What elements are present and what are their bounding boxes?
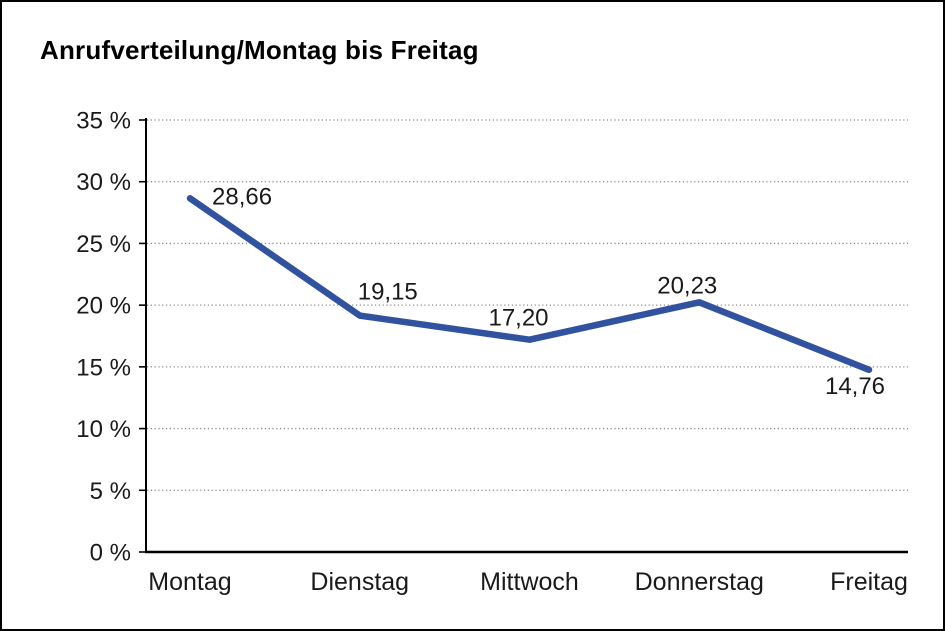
y-tick-label: 10 % xyxy=(76,416,131,443)
x-category-label: Mittwoch xyxy=(480,568,579,596)
data-point-labels: 28,66 19,15 17,20 20,23 14,76 xyxy=(212,183,885,400)
y-tick-label: 25 % xyxy=(76,231,131,258)
y-tick-label: 30 % xyxy=(76,169,131,196)
data-point-label: 17,20 xyxy=(488,305,548,332)
gridlines xyxy=(147,119,908,491)
y-tick-label: 20 % xyxy=(76,293,131,320)
y-tick-label: 5 % xyxy=(90,478,131,505)
x-category-label: Freitag xyxy=(830,568,908,596)
chart-title: Anrufverteilung/Montag bis Freitag xyxy=(40,35,479,65)
data-point-label: 19,15 xyxy=(358,279,418,306)
y-tick-label: 35 % xyxy=(76,108,131,135)
y-ticks: 0 % 5 % 10 % 15 % 20 % 25 % 30 % 35 % xyxy=(76,108,146,567)
x-category-label: Montag xyxy=(148,568,231,596)
data-point-label: 20,23 xyxy=(657,272,717,299)
data-line xyxy=(186,195,873,374)
data-point-label: 14,76 xyxy=(825,373,885,400)
x-category-label: Dienstag xyxy=(310,568,409,596)
y-tick-label: 15 % xyxy=(76,354,131,381)
x-category-label: Donnerstag xyxy=(635,568,764,596)
y-tick-label: 0 % xyxy=(90,540,131,567)
x-category-labels: Montag Dienstag Mittwoch Donnerstag Freitag xyxy=(148,568,908,596)
axes xyxy=(145,118,908,554)
data-point-label: 28,66 xyxy=(212,183,272,210)
